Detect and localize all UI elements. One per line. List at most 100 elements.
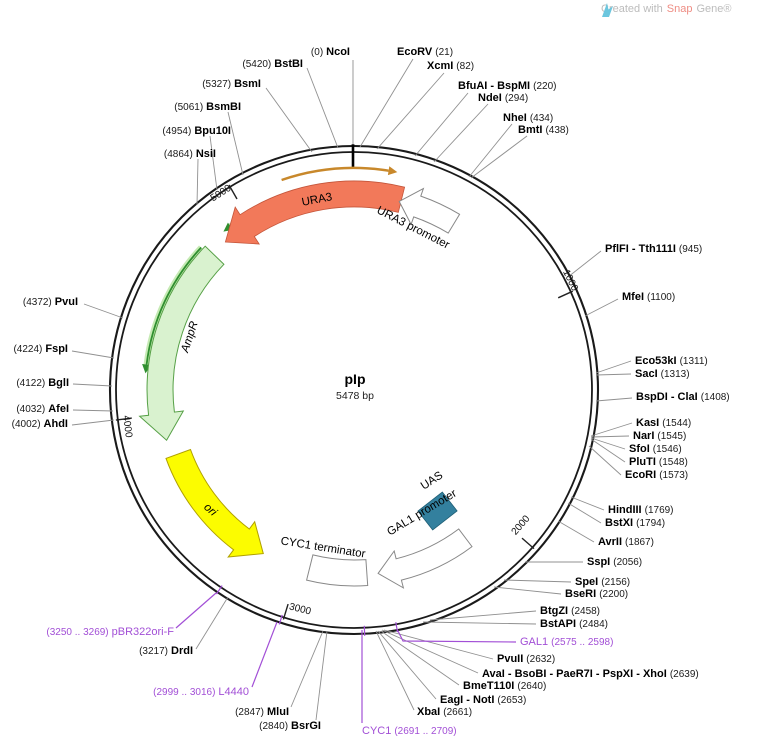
primer-range: (2999 .. 3016) — [153, 687, 216, 698]
site-pos: (2632) — [526, 654, 556, 665]
watermark-text: Created with — [601, 3, 663, 15]
site-label-avai-group[interactable]: AvaI - BsoBI - PaeR7I - PspXI - XhoI (263… — [482, 668, 699, 681]
feature-name: GAL1 — [520, 636, 549, 648]
site-label-bpu10i[interactable]: (4954) Bpu10I — [162, 125, 231, 138]
site-label-pvuii[interactable]: PvuII (2632) — [497, 653, 555, 666]
site-name: SspI — [587, 556, 611, 568]
site-name: KasI — [636, 417, 660, 429]
feature-label-cyc1[interactable]: CYC1 (2691 .. 2709) — [362, 725, 457, 738]
site-name: BtgZI — [540, 605, 569, 617]
site-name: AvaI - BsoBI - PaeR7I - PspXI - XhoI — [482, 668, 667, 680]
site-label-afei[interactable]: (4032) AfeI — [16, 403, 69, 416]
site-pos: (2653) — [497, 695, 527, 706]
site-label-bfuai-bspmi[interactable]: BfuAI - BspMI (220) — [458, 80, 556, 93]
feature-ura3-promoter-arrow[interactable] — [398, 187, 461, 234]
site-pos: (82) — [456, 61, 475, 72]
primer-name: L4440 — [218, 686, 249, 698]
site-label-ncoi[interactable]: (0) NcoI — [311, 46, 350, 59]
site-pos: (1546) — [652, 444, 682, 455]
site-name: BstXI — [605, 517, 634, 529]
site-pos: (4002) — [11, 419, 41, 430]
site-pos: (2661) — [443, 707, 473, 718]
site-label-ecori[interactable]: EcoRI (1573) — [625, 469, 688, 482]
site-label-xbai[interactable]: XbaI (2661) — [417, 706, 472, 719]
site-label-nhei[interactable]: NheI (434) — [503, 112, 553, 125]
primer-label-pbr322ori-f[interactable]: (3250 .. 3269) pBR322ori-F — [46, 626, 174, 639]
site-label-bspdi-clai[interactable]: BspDI - ClaI (1408) — [636, 391, 730, 404]
primer-range: (3250 .. 3269) — [46, 627, 109, 638]
site-name: EagI - NotI — [440, 694, 495, 706]
site-label-sfoi[interactable]: SfoI (1546) — [629, 443, 682, 456]
site-label-ahdi[interactable]: (4002) AhdI — [12, 418, 68, 431]
feature-uas-box[interactable] — [417, 491, 458, 531]
site-label-avrii[interactable]: AvrII (1867) — [598, 536, 654, 549]
feature-ampr-arrow[interactable] — [138, 245, 225, 441]
site-label-pluti[interactable]: PluTI (1548) — [629, 456, 688, 469]
site-label-xcmi[interactable]: XcmI (82) — [427, 60, 474, 73]
site-label-kasi[interactable]: KasI (1544) — [636, 417, 691, 430]
site-label-nsii[interactable]: (4864) NsiI — [164, 148, 216, 161]
site-label-saci[interactable]: SacI (1313) — [635, 368, 690, 381]
site-label-sspi[interactable]: SspI (2056) — [587, 556, 642, 569]
site-pos: (4864) — [163, 149, 193, 160]
site-label-pvui[interactable]: (4372) PvuI — [23, 296, 78, 309]
site-label-ecorv[interactable]: EcoRV (21) — [397, 46, 453, 59]
site-label-bsrgi[interactable]: (2840) BsrGI — [259, 720, 321, 733]
feature-ura3-arrow[interactable] — [224, 180, 406, 245]
site-label-spei[interactable]: SpeI (2156) — [575, 576, 630, 589]
site-label-drdi[interactable]: (3217) DrdI — [139, 645, 193, 658]
site-pos: (0) — [310, 47, 324, 58]
site-label-bgli[interactable]: (4122) BglI — [16, 377, 69, 390]
site-name: BglI — [48, 377, 69, 389]
site-pos: (4954) — [162, 126, 192, 137]
site-pos: (294) — [504, 93, 529, 104]
site-label-mfei[interactable]: MfeI (1100) — [622, 291, 675, 304]
site-name: AhdI — [43, 418, 68, 430]
site-label-btgzi[interactable]: BtgZI (2458) — [540, 605, 600, 618]
site-label-bseri[interactable]: BseRI (2200) — [565, 588, 628, 601]
site-pos: (2640) — [517, 681, 547, 692]
site-pos: (945) — [678, 244, 703, 255]
site-label-nari[interactable]: NarI (1545) — [633, 430, 686, 443]
site-pos: (1545) — [657, 431, 687, 442]
site-label-pflfi-tth111i[interactable]: PflFI - Tth111I (945) — [605, 243, 702, 256]
site-label-bstxi[interactable]: BstXI (1794) — [605, 517, 665, 530]
site-label-bmti[interactable]: BmtI (438) — [518, 124, 569, 137]
site-name: PflFI - Tth111I — [605, 243, 676, 255]
site-pos: (1548) — [658, 457, 688, 468]
feature-gal1-promoter-arrow[interactable] — [377, 528, 473, 589]
site-label-bsmbi[interactable]: (5061) BsmBI — [174, 101, 241, 114]
feature-label-gal1[interactable]: GAL1 (2575 .. 2598) — [520, 636, 613, 649]
watermark-brand-gene: Gene® — [696, 3, 732, 15]
site-name: MfeI — [622, 291, 644, 303]
site-label-mlui[interactable]: (2847) MluI — [235, 706, 289, 719]
primer-label-l4440[interactable]: (2999 .. 3016) L4440 — [153, 686, 249, 699]
site-name: NarI — [633, 430, 655, 442]
site-label-bsmi[interactable]: (5327) BsmI — [202, 78, 261, 91]
site-label-bstbi[interactable]: (5420) BstBI — [242, 58, 303, 71]
site-pos: (1311) — [679, 356, 708, 367]
site-name: Bpu10I — [194, 125, 231, 137]
site-label-bstapi[interactable]: BstAPI (2484) — [540, 618, 608, 631]
site-pos: (4224) — [13, 344, 43, 355]
feature-cyc1-terminator-box[interactable] — [305, 554, 369, 587]
site-label-bmet110i[interactable]: BmeT110I (2640) — [463, 680, 546, 693]
site-pos: (5420) — [242, 59, 272, 70]
position-ticks — [115, 184, 574, 620]
site-name: BstAPI — [540, 618, 577, 630]
site-name: BsmBI — [206, 101, 241, 113]
feature-ori-arrow[interactable] — [165, 448, 264, 558]
site-name: BmeT110I — [463, 680, 515, 692]
site-name: NsiI — [195, 148, 216, 160]
site-name: SacI — [635, 368, 658, 380]
site-label-eco53ki[interactable]: Eco53kI (1311) — [635, 355, 708, 368]
site-pos: (1313) — [660, 369, 690, 380]
site-label-ndei[interactable]: NdeI (294) — [478, 92, 528, 105]
site-name: BspDI - ClaI — [636, 391, 698, 403]
site-label-hindiii[interactable]: HindIII (1769) — [608, 504, 674, 517]
site-pos: (1867) — [625, 537, 654, 548]
site-label-eagi-noti[interactable]: EagI - NotI (2653) — [440, 694, 526, 707]
site-pos: (21) — [435, 47, 454, 58]
site-label-fspi[interactable]: (4224) FspI — [13, 343, 68, 356]
